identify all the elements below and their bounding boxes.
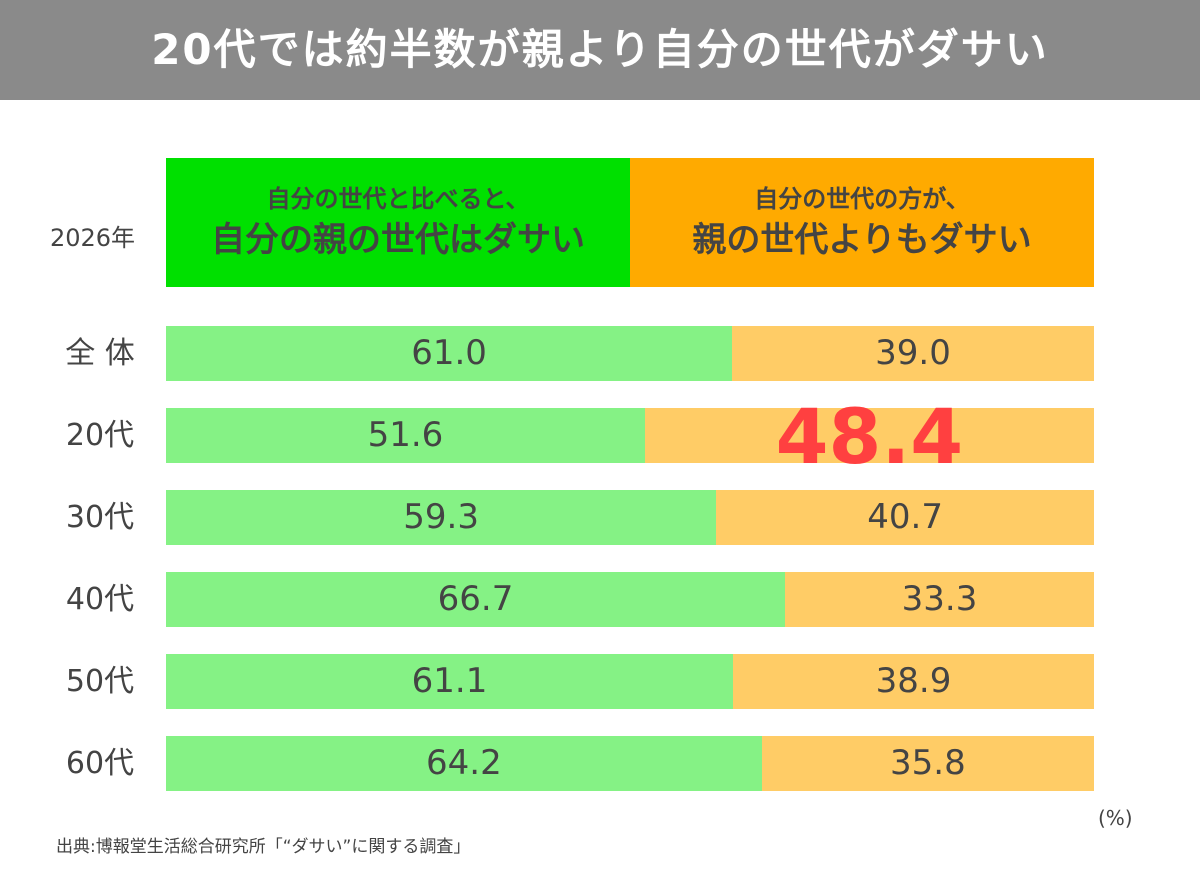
- bar-segment-series-1: 61.1: [166, 654, 733, 709]
- legend-series-2: 自分の世代の方が、 親の世代よりもダサい: [630, 158, 1094, 287]
- bar-segment-series-2: 38.9: [733, 654, 1094, 709]
- legend-series-1: 自分の世代と比べると、 自分の親の世代はダサい: [166, 158, 630, 287]
- bar-segment-series-2: 33.3: [784, 572, 1094, 627]
- category-label: 60代: [65, 746, 135, 781]
- legend-series-2-subtitle: 自分の世代の方が、: [754, 184, 970, 213]
- category-label: 20代: [65, 418, 135, 453]
- year-label: 2026年: [49, 224, 136, 252]
- unit-label: (%): [1098, 806, 1133, 830]
- bar-segment-series-2: 39.0: [732, 326, 1094, 381]
- category-label: 30代: [65, 500, 135, 535]
- legend-series-2-name: 親の世代よりもダサい: [692, 219, 1032, 260]
- bar-segment-series-1: 66.7: [166, 572, 785, 627]
- category-label: 40代: [65, 582, 135, 617]
- legend-series-1-name: 自分の親の世代はダサい: [211, 219, 585, 260]
- bar-segment-series-1: 51.6: [166, 408, 645, 463]
- source-note: 出典:博報堂生活総合研究所「“ダサい”に関する調査」: [56, 837, 471, 857]
- bar-segment-series-2: 35.8: [761, 736, 1094, 791]
- page-title: 20代では約半数が親より自分の世代がダサい: [151, 25, 1049, 74]
- category-label: 全 体: [65, 336, 135, 371]
- bar-segment-series-1: 59.3: [166, 490, 717, 545]
- category-label: 50代: [65, 664, 135, 699]
- bar-segment-series-1: 61.0: [166, 326, 733, 381]
- legend-series-1-subtitle: 自分の世代と比べると、: [266, 184, 530, 213]
- bar-segment-series-2: 48.4: [644, 399, 1094, 475]
- bar-segment-series-2: 40.7: [716, 490, 1094, 545]
- bar-segment-series-1: 64.2: [166, 736, 762, 791]
- title-bar: 20代では約半数が親より自分の世代がダサい: [0, 0, 1200, 100]
